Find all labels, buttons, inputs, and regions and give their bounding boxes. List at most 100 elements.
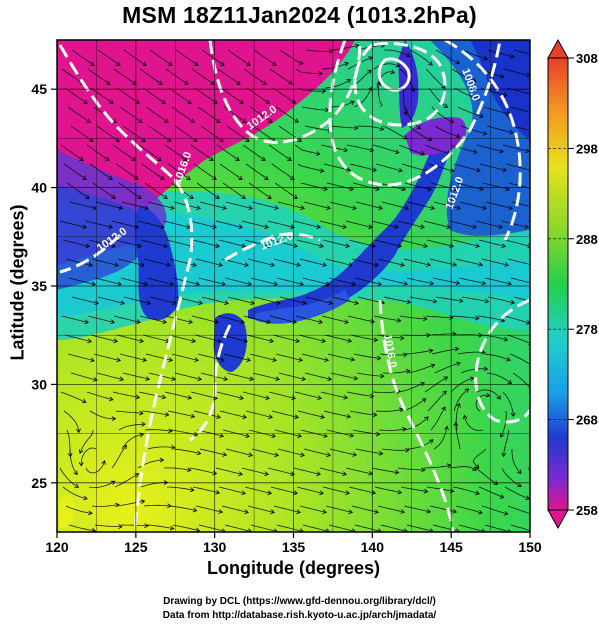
streamline-arrowhead — [296, 509, 301, 515]
streamline — [325, 505, 353, 513]
streamline-arrowhead — [84, 319, 89, 325]
streamline-arrowhead — [446, 224, 451, 230]
streamline-arrowhead — [222, 452, 228, 457]
streamline-arrowhead — [349, 433, 355, 438]
streamline — [458, 277, 486, 284]
streamline — [351, 258, 379, 266]
streamline-arrowhead — [288, 80, 294, 85]
streamline — [483, 353, 511, 361]
streamline-arrowhead — [354, 125, 359, 131]
streamline — [121, 201, 149, 209]
streamline — [139, 68, 163, 85]
streamline-arrowhead — [540, 411, 544, 415]
streamline-arrowhead — [140, 262, 145, 268]
streamline — [250, 524, 278, 532]
streamline — [505, 163, 530, 171]
streamline — [382, 125, 407, 140]
streamline — [453, 388, 469, 412]
streamline-arrowhead — [373, 337, 379, 343]
streamline-arrowhead — [501, 243, 506, 249]
streamline-arrowhead — [105, 156, 110, 161]
streamline-arrowhead — [372, 167, 377, 172]
streamline-arrowhead — [342, 471, 347, 476]
streamline — [297, 163, 324, 172]
streamline-arrowhead — [502, 92, 508, 98]
streamline-arrowhead — [117, 281, 122, 287]
streamline-arrowhead — [141, 421, 146, 427]
streamline — [90, 87, 114, 104]
streamline — [250, 277, 278, 285]
streamline-arrowhead — [396, 317, 402, 323]
streamline — [243, 68, 267, 85]
streamline — [432, 524, 460, 532]
streamline-arrowhead — [90, 357, 95, 363]
streamline-arrowhead — [242, 118, 247, 123]
streamline — [246, 334, 274, 342]
streamline-arrowhead — [85, 194, 90, 199]
streamline — [63, 410, 80, 433]
streamline — [374, 239, 402, 247]
streamline-arrowhead — [400, 509, 406, 514]
streamline-arrowhead — [346, 413, 352, 419]
streamline-arrowhead — [475, 243, 480, 248]
streamline — [167, 163, 191, 180]
streamline — [331, 44, 359, 51]
streamline — [195, 505, 223, 513]
streamline — [219, 410, 247, 418]
streamline — [137, 220, 165, 228]
streamline — [90, 334, 118, 342]
streamline-arrowhead — [427, 136, 433, 142]
streamline-arrowhead — [428, 61, 433, 66]
streamline — [435, 49, 460, 64]
streamline-arrowhead — [122, 444, 127, 450]
streamline — [460, 125, 487, 135]
streamline-arrowhead — [321, 88, 327, 94]
streamline — [191, 315, 219, 323]
streamline — [323, 410, 351, 418]
streamline — [94, 277, 122, 285]
streamline — [165, 68, 189, 85]
streamline — [70, 372, 98, 381]
streamline-arrowhead — [142, 357, 147, 363]
streamline — [457, 351, 485, 355]
streamline-arrowhead — [144, 523, 149, 529]
streamline-arrowhead — [86, 118, 91, 123]
streamline — [197, 353, 225, 361]
streamline-arrowhead — [297, 137, 302, 142]
streamline — [69, 448, 78, 475]
streamline — [242, 391, 270, 399]
streamline-arrowhead — [464, 388, 470, 393]
streamline-arrowhead — [264, 175, 269, 180]
streamline — [527, 467, 530, 471]
streamline — [425, 68, 446, 89]
colorbar-tick-label: 298 — [576, 141, 598, 156]
streamline-arrowhead — [135, 99, 140, 104]
streamline — [504, 486, 530, 500]
streamline-arrowhead — [270, 509, 275, 515]
streamline — [172, 524, 200, 532]
streamline — [201, 296, 229, 304]
streamline-arrowhead — [249, 376, 254, 382]
streamline — [276, 277, 304, 285]
streamline — [169, 505, 197, 512]
streamline-arrowhead — [323, 433, 328, 438]
streamline-arrowhead — [405, 447, 410, 453]
streamline-arrowhead — [164, 412, 170, 417]
streamline — [119, 106, 143, 123]
streamline — [123, 49, 147, 66]
streamline — [503, 315, 530, 324]
streamline-arrowhead — [238, 471, 243, 476]
streamline — [248, 182, 272, 199]
streamline — [484, 277, 512, 285]
streamline-arrowhead — [472, 224, 477, 230]
streamline — [222, 429, 250, 437]
streamline-arrowhead — [462, 414, 468, 420]
streamline-arrowhead — [504, 262, 509, 267]
streamline-arrowhead — [482, 205, 487, 211]
streamline — [267, 220, 295, 228]
x-tick-label: 135 — [282, 539, 306, 555]
streamline-arrowhead — [432, 298, 438, 304]
streamline — [226, 372, 254, 380]
streamline — [299, 258, 327, 266]
streamline-arrowhead — [189, 194, 194, 199]
